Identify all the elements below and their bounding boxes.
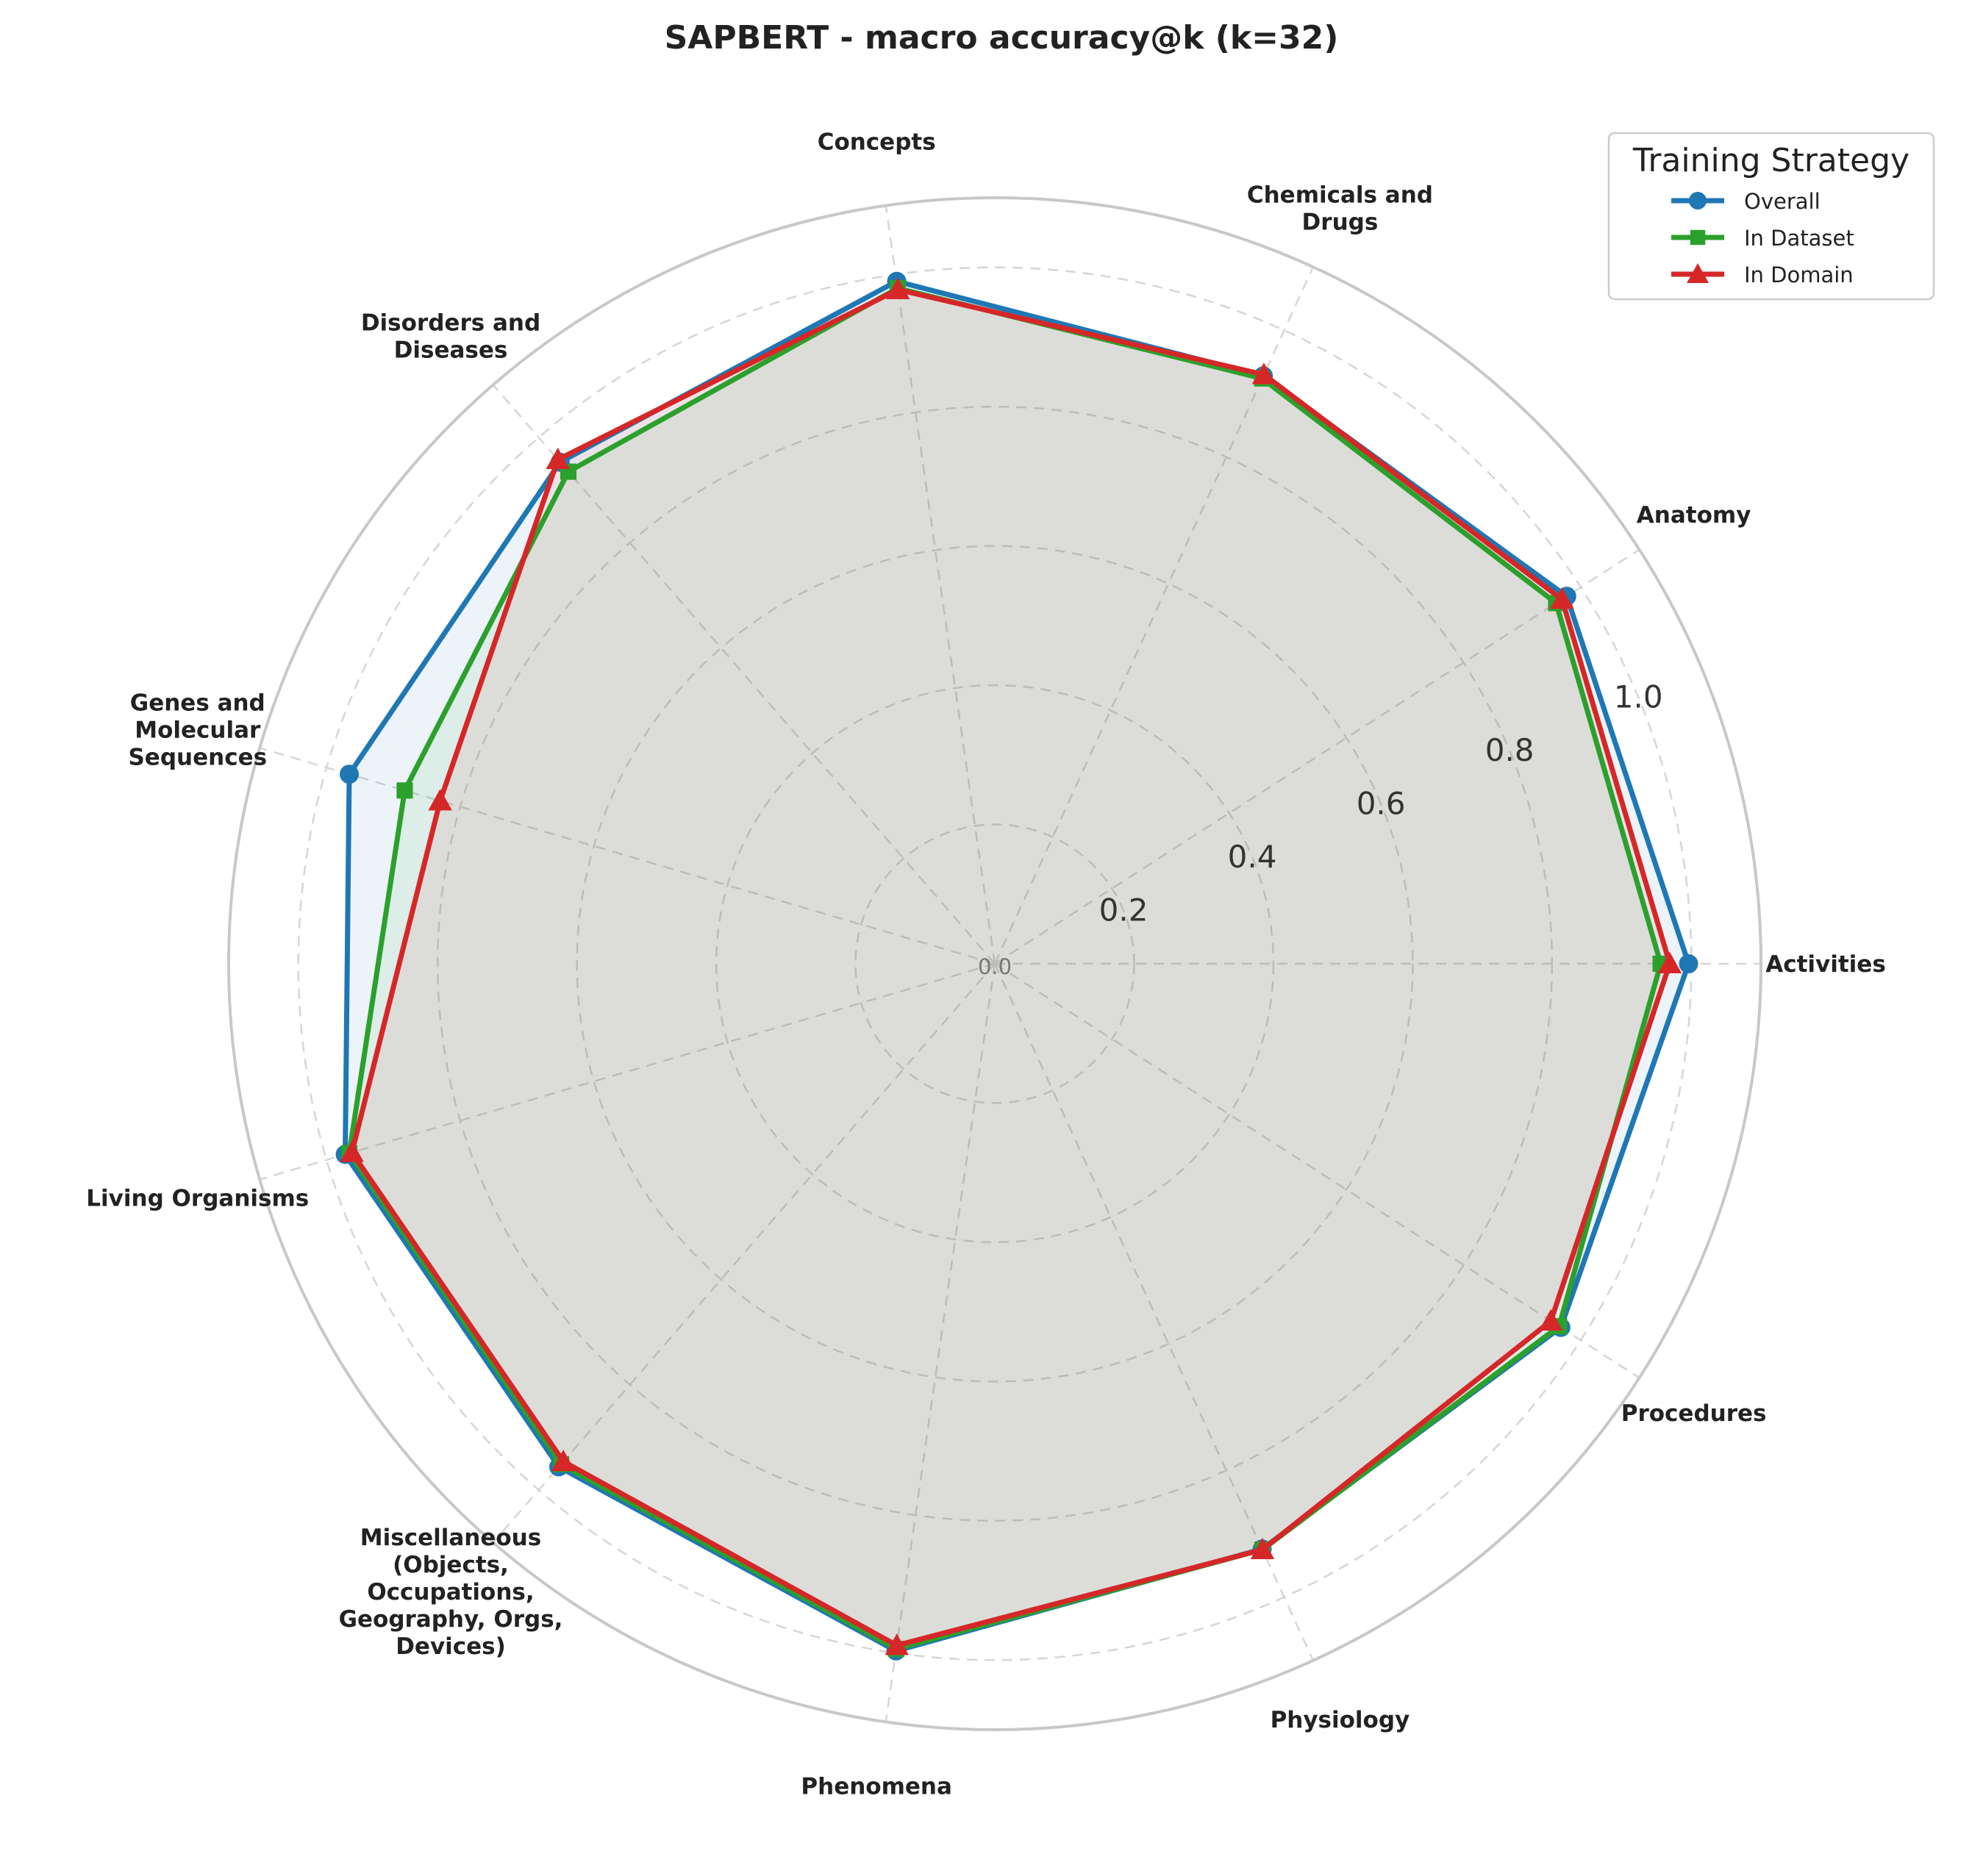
category-label: Physiology	[1271, 1707, 1410, 1733]
series-point	[1679, 954, 1698, 973]
grid-ring	[854, 823, 1135, 1104]
legend-label: In Dataset	[1744, 226, 1854, 251]
series-fills	[345, 281, 1689, 1651]
radial-tick-label: 0.2	[1099, 892, 1148, 928]
series-point	[1251, 362, 1276, 384]
radial-tick-label: 0.6	[1357, 785, 1406, 821]
category-label: Anatomy	[1637, 502, 1751, 529]
series-point	[1657, 951, 1682, 973]
radial-tick-labels: 0.0 0.2 0.4 0.6 0.8 1.0	[978, 679, 1663, 979]
series-point	[428, 789, 452, 811]
series-fill	[351, 290, 1670, 1646]
grid-spoke	[259, 962, 996, 1181]
grid-spoke	[492, 963, 996, 1544]
series-point	[1539, 1308, 1563, 1331]
series-point	[1550, 587, 1574, 609]
outer-ring	[227, 196, 1762, 1731]
category-label: Phenomena	[801, 1773, 952, 1800]
series-point	[551, 1449, 576, 1472]
legend-title: Training Strategy	[1632, 142, 1910, 179]
category-label: Activities	[1765, 951, 1886, 978]
grid-spoke	[492, 384, 996, 964]
radial-tick-label: 0.0	[978, 954, 1012, 979]
series-fill	[349, 288, 1661, 1650]
legend-frame	[1607, 132, 1935, 301]
grid-ring	[576, 545, 1414, 1383]
series-point	[396, 782, 413, 799]
legend-label: Overall	[1744, 189, 1821, 214]
series-point	[546, 447, 570, 470]
series-point	[885, 277, 910, 299]
category-label: Chemicals and Drugs	[1247, 182, 1433, 236]
series-point	[340, 765, 360, 784]
series-line	[349, 287, 1673, 1648]
legend-marker	[1690, 229, 1706, 246]
grid-spoke	[885, 963, 996, 1722]
radial-tick-label: 0.4	[1228, 839, 1277, 875]
category-label: Procedures	[1621, 1400, 1767, 1427]
chart-title: SAPBERT - macro accuracy@k (k=32)	[665, 19, 1339, 57]
grid-spoke	[259, 747, 996, 965]
grid-spoke	[994, 962, 1640, 1379]
radial-tick-label: 0.8	[1485, 732, 1535, 768]
legend-label: In Domain	[1744, 262, 1854, 287]
category-label: Living Organisms	[86, 1185, 309, 1211]
radial-tick-label: 1.0	[1614, 679, 1663, 715]
legend-marker	[1689, 192, 1707, 210]
category-labels: Activities Anatomy Chemicals and Drugs Conce…	[86, 129, 1885, 1800]
category-label: Genes and Molecular Sequences	[128, 690, 267, 771]
grid-spoke	[885, 205, 996, 964]
series-point	[1250, 1537, 1275, 1560]
legend-marker	[1687, 263, 1709, 283]
series-fill	[345, 281, 1689, 1651]
legend: Training Strategy Overall In Dataset In Do…	[1607, 132, 1935, 301]
series-point	[340, 1140, 364, 1162]
series-point	[885, 1633, 909, 1655]
category-label: Miscellaneous (Objects, Occupations, Geogra…	[339, 1525, 563, 1660]
grid-spoke	[994, 548, 1640, 965]
series-lines	[335, 271, 1698, 1661]
category-label: Disorders and Diseases	[361, 310, 540, 364]
legend-items: Overall In Dataset In Domain	[1671, 189, 1854, 287]
grid-ring	[715, 684, 1275, 1244]
category-label: Concepts	[818, 129, 936, 156]
